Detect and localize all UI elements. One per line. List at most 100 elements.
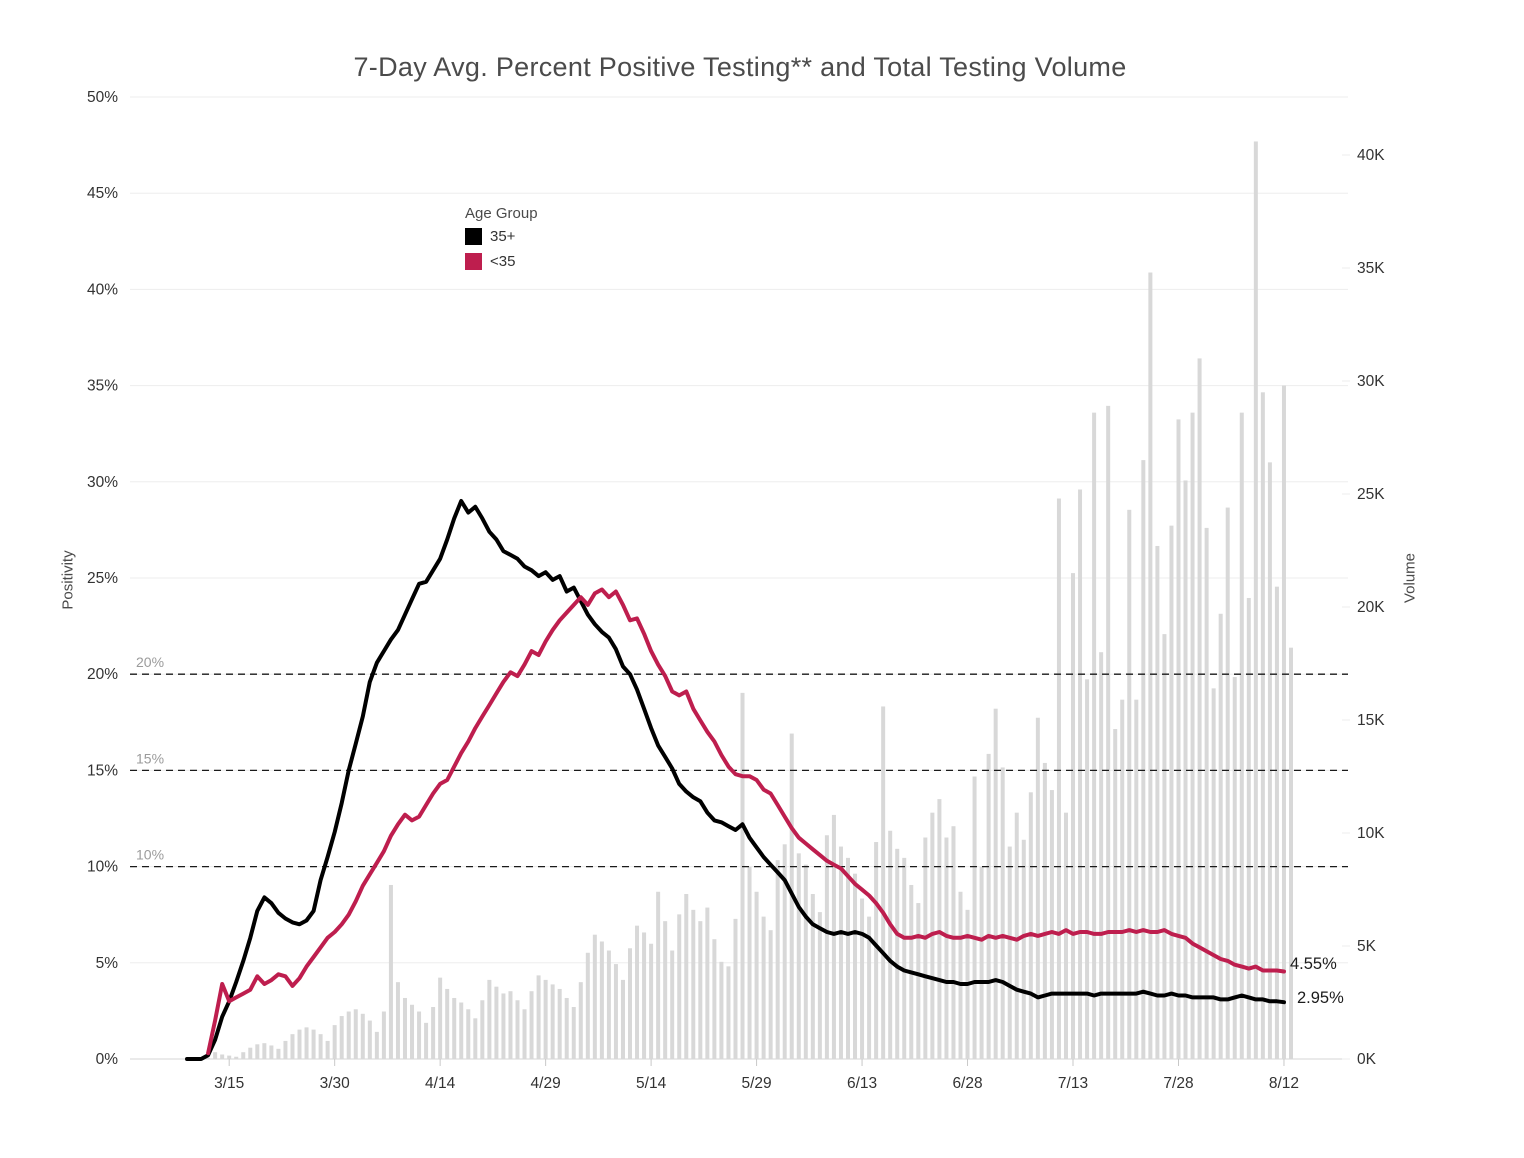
- volume-bar[interactable]: [951, 826, 956, 1059]
- volume-bar[interactable]: [923, 837, 928, 1059]
- volume-bar[interactable]: [1078, 489, 1083, 1060]
- volume-bar[interactable]: [1190, 412, 1195, 1059]
- volume-bar[interactable]: [290, 1034, 295, 1059]
- volume-bar[interactable]: [642, 932, 647, 1059]
- volume-bar[interactable]: [395, 982, 400, 1059]
- volume-bar[interactable]: [649, 943, 654, 1059]
- volume-bar[interactable]: [1162, 634, 1167, 1059]
- volume-bar[interactable]: [501, 993, 506, 1059]
- volume-bar[interactable]: [733, 918, 738, 1059]
- volume-bar[interactable]: [248, 1047, 253, 1059]
- volume-bar[interactable]: [234, 1056, 239, 1059]
- volume-bar[interactable]: [585, 952, 590, 1059]
- volume-bar[interactable]: [213, 1052, 218, 1059]
- volume-bar[interactable]: [360, 1013, 365, 1059]
- volume-bar[interactable]: [1281, 385, 1286, 1059]
- volume-bar[interactable]: [578, 982, 583, 1059]
- volume-bar[interactable]: [332, 1025, 337, 1059]
- volume-bar[interactable]: [494, 986, 499, 1059]
- volume-bar[interactable]: [1183, 480, 1188, 1059]
- volume-bar[interactable]: [916, 903, 921, 1059]
- volume-bar[interactable]: [1260, 392, 1265, 1059]
- volume-bar[interactable]: [1007, 846, 1012, 1059]
- volume-bar[interactable]: [944, 837, 949, 1059]
- volume-bar[interactable]: [635, 925, 640, 1059]
- volume-bar[interactable]: [719, 961, 724, 1059]
- volume-bar[interactable]: [571, 1007, 576, 1059]
- volume-bar[interactable]: [860, 898, 865, 1059]
- volume-bar[interactable]: [874, 842, 879, 1059]
- volume-bar[interactable]: [297, 1029, 302, 1059]
- volume-bar[interactable]: [206, 1057, 211, 1059]
- volume-bar[interactable]: [564, 997, 569, 1059]
- volume-bar[interactable]: [698, 921, 703, 1059]
- volume-bar[interactable]: [993, 708, 998, 1059]
- volume-bar[interactable]: [726, 966, 731, 1059]
- volume-bar[interactable]: [895, 848, 900, 1059]
- volume-bar[interactable]: [1197, 358, 1202, 1059]
- volume-bar[interactable]: [838, 846, 843, 1059]
- volume-bar[interactable]: [958, 891, 963, 1059]
- volume-bar[interactable]: [304, 1027, 309, 1059]
- volume-bar[interactable]: [508, 991, 513, 1059]
- volume-bar[interactable]: [311, 1029, 316, 1059]
- volume-bar[interactable]: [445, 988, 450, 1059]
- volume-bar[interactable]: [1014, 812, 1019, 1059]
- volume-bar[interactable]: [255, 1044, 260, 1059]
- volume-bar[interactable]: [775, 860, 780, 1059]
- volume-bar[interactable]: [831, 814, 836, 1059]
- volume-bar[interactable]: [262, 1043, 267, 1059]
- volume-bar[interactable]: [318, 1034, 323, 1059]
- volume-bar[interactable]: [979, 866, 984, 1059]
- volume-bar[interactable]: [613, 964, 618, 1059]
- volume-bar[interactable]: [424, 1022, 429, 1059]
- volume-bar[interactable]: [740, 692, 745, 1059]
- volume-bar[interactable]: [768, 930, 773, 1059]
- volume-bar[interactable]: [1148, 272, 1153, 1059]
- volume-bar[interactable]: [1134, 699, 1139, 1059]
- volume-bar[interactable]: [1225, 507, 1230, 1059]
- volume-bars[interactable]: [206, 141, 1293, 1060]
- volume-bar[interactable]: [452, 997, 457, 1059]
- volume-bar[interactable]: [550, 984, 555, 1059]
- volume-bar[interactable]: [480, 1000, 485, 1059]
- volume-bar[interactable]: [388, 884, 393, 1059]
- volume-bar[interactable]: [241, 1052, 246, 1059]
- volume-bar[interactable]: [402, 997, 407, 1059]
- volume-bar[interactable]: [677, 914, 682, 1059]
- volume-bar[interactable]: [1056, 498, 1061, 1059]
- volume-bar[interactable]: [1085, 679, 1090, 1059]
- volume-bar[interactable]: [1049, 790, 1054, 1059]
- volume-bar[interactable]: [712, 939, 717, 1059]
- volume-bar[interactable]: [592, 934, 597, 1059]
- positivity-line-under35[interactable]: [206, 587, 1286, 1056]
- volume-bar[interactable]: [522, 1009, 527, 1059]
- volume-bar[interactable]: [1063, 812, 1068, 1059]
- volume-bar[interactable]: [670, 950, 675, 1059]
- volume-bar[interactable]: [881, 706, 886, 1059]
- volume-bar[interactable]: [543, 979, 548, 1059]
- volume-bar[interactable]: [417, 1011, 422, 1059]
- volume-bar[interactable]: [599, 941, 604, 1059]
- volume-bar[interactable]: [1099, 652, 1104, 1059]
- volume-bar[interactable]: [628, 948, 633, 1059]
- volume-bar[interactable]: [761, 916, 766, 1059]
- volume-bar[interactable]: [529, 991, 534, 1059]
- volume-bar[interactable]: [1267, 462, 1272, 1059]
- volume-bar[interactable]: [438, 977, 443, 1059]
- volume-bar[interactable]: [1246, 597, 1251, 1059]
- volume-bar[interactable]: [1155, 545, 1160, 1059]
- volume-bar[interactable]: [1021, 839, 1026, 1059]
- volume-bar[interactable]: [663, 921, 668, 1059]
- volume-bar[interactable]: [515, 1000, 520, 1059]
- volume-bar[interactable]: [1127, 509, 1132, 1059]
- volume-bar[interactable]: [536, 975, 541, 1059]
- volume-bar[interactable]: [374, 1031, 379, 1059]
- volume-bar[interactable]: [339, 1016, 344, 1059]
- volume-bar[interactable]: [803, 864, 808, 1059]
- volume-bar[interactable]: [606, 950, 611, 1059]
- volume-bar[interactable]: [1028, 792, 1033, 1059]
- volume-bar[interactable]: [1204, 527, 1209, 1059]
- volume-bar[interactable]: [1092, 412, 1097, 1059]
- volume-bar[interactable]: [1211, 688, 1216, 1059]
